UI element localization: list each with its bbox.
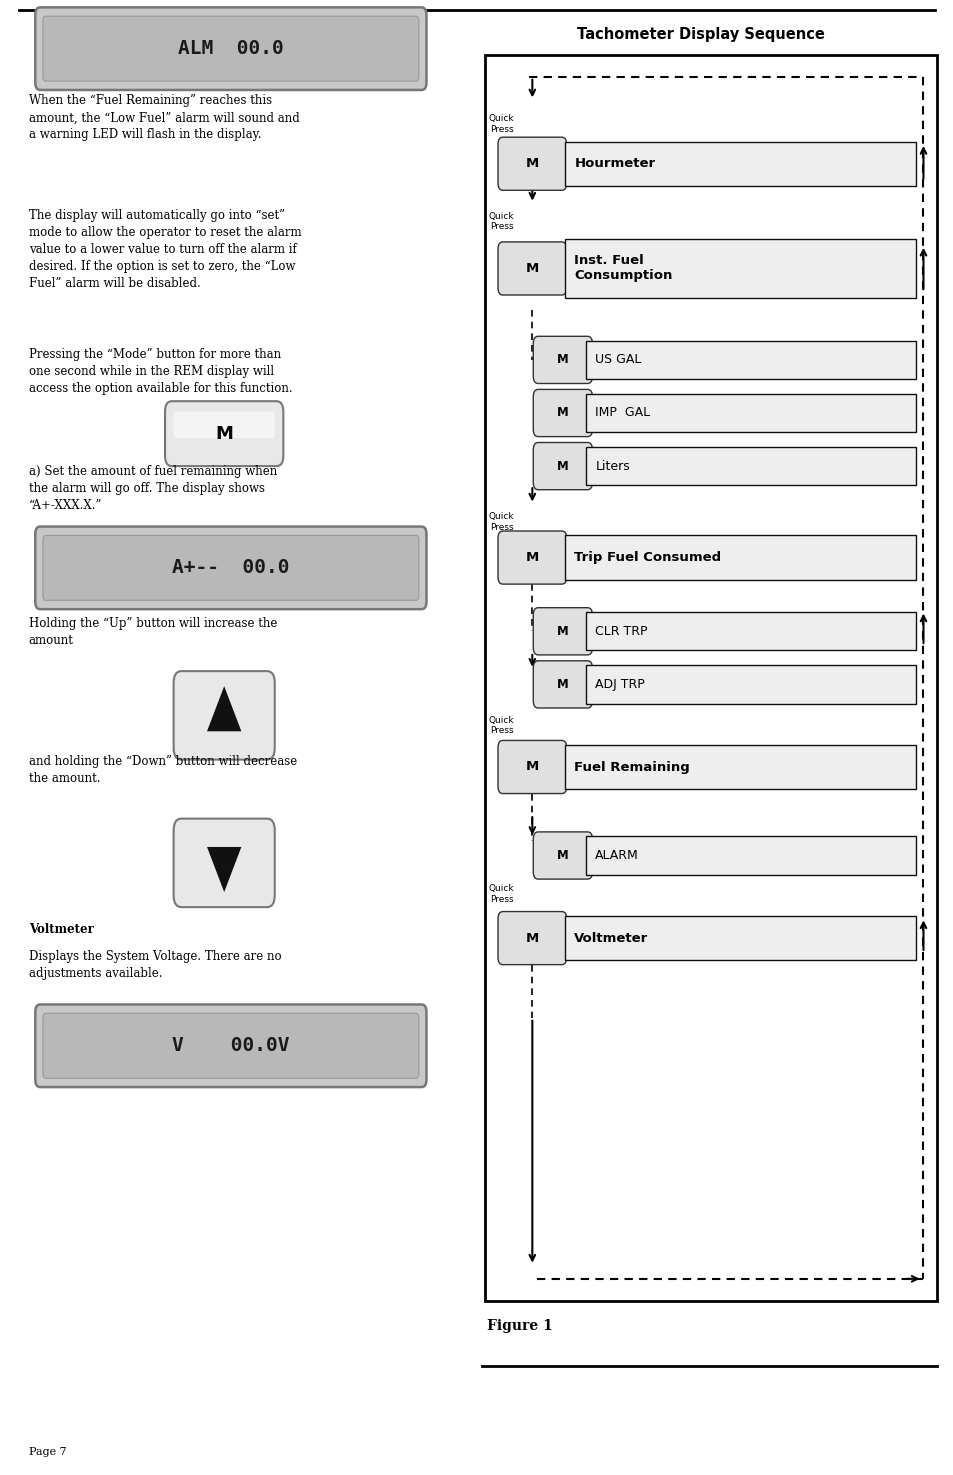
FancyBboxPatch shape xyxy=(497,137,566,190)
FancyBboxPatch shape xyxy=(533,832,592,879)
FancyBboxPatch shape xyxy=(497,740,566,794)
Text: M: M xyxy=(525,552,538,563)
Bar xyxy=(585,612,915,650)
FancyBboxPatch shape xyxy=(43,535,418,600)
Text: CLR TRP: CLR TRP xyxy=(595,625,647,637)
Text: Holding the “Up” button will increase the
amount: Holding the “Up” button will increase th… xyxy=(29,617,276,646)
Text: Tachometer Display Sequence: Tachometer Display Sequence xyxy=(577,27,824,41)
Text: Hourmeter: Hourmeter xyxy=(574,158,655,170)
Text: ADJ TRP: ADJ TRP xyxy=(595,678,644,690)
Bar xyxy=(585,665,915,704)
Bar xyxy=(484,55,936,1301)
Text: Quick
Press: Quick Press xyxy=(489,512,514,532)
Text: and holding the “Down” button will decrease
the amount.: and holding the “Down” button will decre… xyxy=(29,755,296,785)
FancyBboxPatch shape xyxy=(35,7,426,90)
Text: Fuel Remaining: Fuel Remaining xyxy=(574,761,689,773)
Text: When the “Fuel Remaining” reaches this
amount, the “Low Fuel” alarm will sound a: When the “Fuel Remaining” reaches this a… xyxy=(29,94,299,142)
Text: M: M xyxy=(557,407,568,419)
FancyBboxPatch shape xyxy=(533,608,592,655)
FancyBboxPatch shape xyxy=(173,671,274,760)
Text: M: M xyxy=(215,425,233,442)
Bar xyxy=(564,142,915,186)
Bar xyxy=(585,341,915,379)
FancyBboxPatch shape xyxy=(533,442,592,490)
Polygon shape xyxy=(207,686,241,732)
Text: V    00.0V: V 00.0V xyxy=(172,1037,290,1055)
FancyBboxPatch shape xyxy=(173,819,274,907)
Text: M: M xyxy=(557,460,568,472)
Text: Inst. Fuel
Consumption: Inst. Fuel Consumption xyxy=(574,255,672,282)
Text: M: M xyxy=(525,263,538,274)
Text: a) Set the amount of fuel remaining when
the alarm will go off. The display show: a) Set the amount of fuel remaining when… xyxy=(29,465,276,512)
FancyBboxPatch shape xyxy=(35,527,426,609)
Text: Figure 1: Figure 1 xyxy=(486,1319,552,1332)
Text: M: M xyxy=(525,761,538,773)
Text: Page 7: Page 7 xyxy=(29,1447,66,1457)
Text: Liters: Liters xyxy=(595,460,629,472)
Text: Voltmeter: Voltmeter xyxy=(29,923,93,937)
Bar xyxy=(585,447,915,485)
Text: Displays the System Voltage. There are no
adjustments available.: Displays the System Voltage. There are n… xyxy=(29,950,281,979)
Bar xyxy=(564,535,915,580)
FancyBboxPatch shape xyxy=(533,336,592,384)
Text: M: M xyxy=(525,158,538,170)
FancyBboxPatch shape xyxy=(497,531,566,584)
Text: M: M xyxy=(557,354,568,366)
FancyBboxPatch shape xyxy=(165,401,283,466)
Text: Pressing the “Mode” button for more than
one second while in the REM display wil: Pressing the “Mode” button for more than… xyxy=(29,348,292,395)
FancyBboxPatch shape xyxy=(43,16,418,81)
Text: Quick
Press: Quick Press xyxy=(489,715,514,736)
FancyBboxPatch shape xyxy=(173,412,274,438)
FancyBboxPatch shape xyxy=(533,389,592,437)
Polygon shape xyxy=(207,847,241,892)
FancyBboxPatch shape xyxy=(533,661,592,708)
Text: Quick
Press: Quick Press xyxy=(489,114,514,134)
Text: The display will automatically go into “set”
mode to allow the operator to reset: The display will automatically go into “… xyxy=(29,209,301,291)
Text: ALM  00.0: ALM 00.0 xyxy=(178,40,283,58)
FancyBboxPatch shape xyxy=(497,912,566,965)
Text: M: M xyxy=(557,625,568,637)
Bar xyxy=(585,394,915,432)
Text: M: M xyxy=(525,932,538,944)
Text: A+--  00.0: A+-- 00.0 xyxy=(172,559,290,577)
Bar xyxy=(564,745,915,789)
FancyBboxPatch shape xyxy=(43,1013,418,1078)
Bar xyxy=(564,916,915,960)
FancyBboxPatch shape xyxy=(35,1004,426,1087)
Text: Quick
Press: Quick Press xyxy=(489,884,514,904)
FancyBboxPatch shape xyxy=(497,242,566,295)
Text: M: M xyxy=(557,850,568,861)
Text: Quick
Press: Quick Press xyxy=(489,211,514,232)
Bar xyxy=(564,239,915,298)
Text: Trip Fuel Consumed: Trip Fuel Consumed xyxy=(574,552,720,563)
Text: US GAL: US GAL xyxy=(595,354,641,366)
Text: ALARM: ALARM xyxy=(595,850,639,861)
Text: M: M xyxy=(557,678,568,690)
Bar xyxy=(585,836,915,875)
Text: IMP  GAL: IMP GAL xyxy=(595,407,650,419)
Text: Voltmeter: Voltmeter xyxy=(574,932,648,944)
